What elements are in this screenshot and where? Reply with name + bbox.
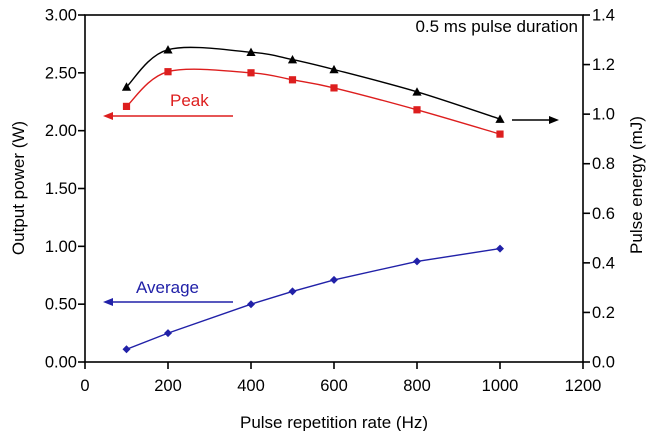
series-marker-average-output-power-100 (122, 345, 131, 354)
series-marker-peak-output-power-1000 (496, 130, 504, 138)
peak-series-label: Peak (170, 91, 209, 110)
x-tick-label-600: 600 (320, 377, 348, 395)
series-marker-peak-output-power-100 (122, 102, 131, 110)
x-tick-label-800: 800 (403, 377, 431, 395)
y-right-tick-label-0: 0.0 (592, 354, 615, 372)
series-marker-peak-output-power-800 (413, 106, 421, 114)
y-axis-right-title: Pulse energy (mJ) (627, 116, 646, 254)
series-marker-average-output-power-500 (288, 287, 297, 296)
average-arrow-head (103, 298, 113, 306)
series-marker-pulse-energy-800 (412, 87, 422, 96)
y-left-tick-label-0.5: 0.50 (45, 296, 77, 314)
y-right-tick-label-1.4: 1.4 (592, 7, 615, 25)
y-left-tick-label-2: 2.00 (45, 122, 77, 140)
y-right-tick-label-0.4: 0.4 (592, 254, 615, 272)
y-left-tick-label-0: 0.00 (45, 354, 77, 372)
y-right-tick-label-1: 1.0 (592, 106, 615, 124)
series-marker-peak-output-power-600 (330, 84, 338, 92)
peak-arrow-head (103, 112, 113, 120)
x-tick-label-400: 400 (237, 377, 265, 395)
y-right-tick-label-0.8: 0.8 (592, 155, 615, 173)
average-series-label: Average (136, 278, 200, 297)
y-right-tick-label-1.2: 1.2 (592, 56, 615, 74)
annotation-pulse-duration: 0.5 ms pulse duration (415, 17, 578, 36)
y-left-tick-label-1: 1.00 (45, 238, 77, 256)
pulse-energy-arrow-head (549, 116, 559, 124)
y-right-tick-label-0.6: 0.6 (592, 205, 615, 223)
y-right-tick-label-0.2: 0.2 (592, 304, 615, 322)
series-marker-pulse-energy-100 (121, 82, 132, 91)
series-marker-pulse-energy-1000 (495, 114, 505, 123)
series-marker-average-output-power-600 (330, 275, 338, 284)
series-marker-pulse-energy-400 (246, 47, 256, 56)
series-marker-average-output-power-400 (247, 300, 255, 309)
series-line-average-output-power (126, 247, 501, 350)
series-marker-average-output-power-800 (413, 257, 421, 266)
y-left-tick-label-3: 3.00 (45, 7, 77, 25)
x-tick-label-0: 0 (80, 377, 89, 395)
x-tick-label-200: 200 (154, 377, 182, 395)
series-marker-peak-output-power-500 (288, 76, 297, 84)
series-marker-average-output-power-200 (164, 329, 172, 338)
y-axis-left-title: Output power (W) (9, 120, 28, 256)
y-left-tick-label-2.5: 2.50 (45, 64, 77, 82)
x-tick-label-1200: 1200 (565, 377, 602, 395)
series-marker-pulse-energy-600 (329, 64, 339, 74)
series-marker-peak-output-power-200 (164, 68, 172, 76)
series-marker-average-output-power-1000 (496, 244, 504, 253)
series-marker-pulse-energy-200 (163, 45, 173, 54)
series-marker-pulse-energy-500 (287, 55, 298, 64)
x-axis-title: Pulse repetition rate (Hz) (239, 413, 429, 431)
y-left-tick-label-1.5: 1.50 (45, 180, 77, 198)
series-marker-peak-output-power-400 (247, 69, 255, 77)
x-tick-label-1000: 1000 (482, 377, 519, 395)
